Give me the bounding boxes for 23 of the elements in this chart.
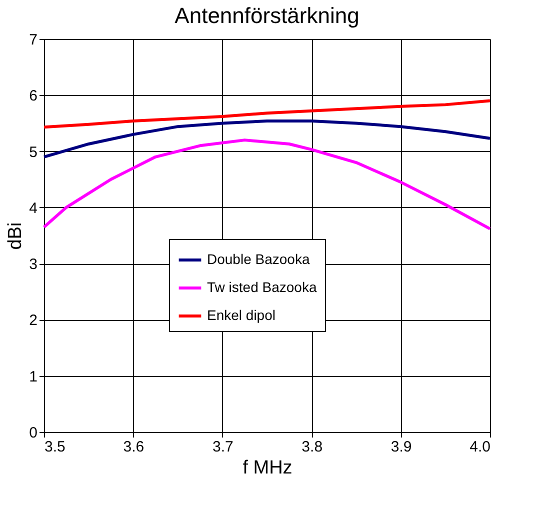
x-tick-label: 3.7 bbox=[212, 438, 234, 456]
legend-label: Double Bazooka bbox=[207, 251, 310, 267]
y-tick-label: 1 bbox=[29, 368, 38, 386]
y-tick-label: 3 bbox=[29, 256, 38, 274]
line-series bbox=[42, 138, 492, 230]
y-tick-label: 5 bbox=[29, 144, 38, 161]
x-tick-label: 3.8 bbox=[302, 438, 323, 456]
x-axis-title: f MHz bbox=[242, 458, 292, 478]
x-tick-label: 3.9 bbox=[390, 438, 412, 456]
x-tick-label: 3.6 bbox=[123, 438, 144, 456]
y-tick-label: 7 bbox=[29, 32, 38, 48]
x-tick-label: 4.0 bbox=[470, 438, 490, 456]
y-axis-title: dBi bbox=[5, 222, 26, 250]
x-tick-label: 3.5 bbox=[44, 438, 66, 456]
y-tick-label: 0 bbox=[29, 424, 38, 442]
y-tick-label: 6 bbox=[29, 88, 38, 105]
legend-label: Tw isted Bazooka bbox=[207, 279, 317, 295]
chart-title: Antennförstärkning bbox=[174, 3, 360, 28]
line-series bbox=[42, 99, 492, 129]
y-tick-label: 4 bbox=[29, 200, 38, 217]
legend-label: Enkel dipol bbox=[207, 307, 276, 323]
y-tick-label: 2 bbox=[29, 312, 38, 330]
line-series bbox=[42, 119, 492, 158]
